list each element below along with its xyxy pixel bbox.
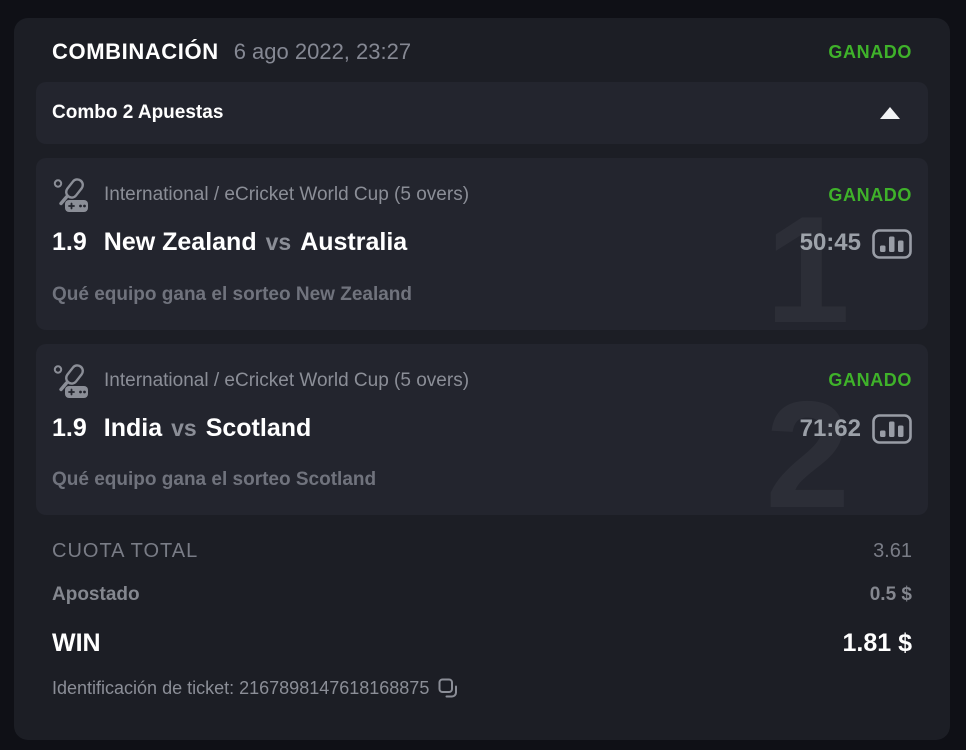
combo-label: Combo 2 Apuestas	[52, 102, 224, 123]
ticket-date: 6 ago 2022, 23:27	[233, 39, 412, 64]
esports-cricket-icon	[53, 178, 88, 212]
bet-header-row: International / eCricket World Cup (5 ov…	[52, 178, 912, 212]
stake-row: Apostado 0.5 $	[36, 573, 928, 617]
bet-market-description: Qué equipo gana el sorteo Scotland	[52, 469, 377, 490]
bet-selection-row: 1.9 New Zealand vs Australia 50:45	[52, 228, 912, 259]
total-odds-label: CUOTA TOTAL	[52, 539, 199, 562]
bet-away-team: Scotland	[205, 413, 312, 442]
combo-collapse-toggle[interactable]: Combo 2 Apuestas	[36, 82, 928, 144]
bet-vs-label: vs	[265, 229, 292, 255]
bet-ticket-card: COMBINACIÓN 6 ago 2022, 23:27 GANADO Com…	[14, 18, 950, 740]
collapse-arrow-up-icon[interactable]	[880, 107, 900, 119]
match-stats-button[interactable]	[872, 228, 912, 259]
bet-card: International / eCricket World Cup (5 ov…	[36, 158, 928, 330]
copy-ticket-id-button[interactable]	[438, 678, 458, 698]
bar-chart-icon	[872, 414, 912, 444]
bet-score: 50:45	[799, 229, 861, 256]
ticket-id-value: 2167898147618168875	[239, 677, 430, 698]
total-odds-value: 3.61	[873, 539, 912, 562]
stake-label: Apostado	[52, 584, 140, 605]
win-label: WIN	[52, 628, 101, 657]
stake-value: 0.5 $	[869, 584, 912, 605]
bet-index-watermark: 1	[765, 194, 850, 330]
bet-header-row: International / eCricket World Cup (5 ov…	[52, 363, 912, 398]
bet-status-badge: GANADO	[828, 370, 912, 390]
ticket-status-badge: GANADO	[828, 41, 912, 62]
bet-odds: 1.9	[52, 228, 87, 256]
bet-score: 71:62	[799, 414, 861, 442]
bet-score-group: 50:45	[799, 228, 912, 259]
bet-card: International / eCricket World Cup (5 ov…	[36, 343, 928, 515]
bet-market-description: Qué equipo gana el sorteo New Zealand	[52, 283, 413, 305]
ticket-header: COMBINACIÓN 6 ago 2022, 23:27 GANADO	[36, 22, 928, 82]
bet-home-team: India	[103, 413, 163, 442]
esports-cricket-icon	[53, 363, 88, 398]
bet-selection-row: 1.9 India vs Scotland 71:62	[52, 414, 912, 444]
bet-league: International / eCricket World Cup (5 ov…	[104, 184, 470, 205]
win-row: WIN 1.81 $	[36, 617, 928, 669]
ticket-id-row: Identificación de ticket: 21678981476181…	[36, 669, 928, 707]
bet-status-badge: GANADO	[828, 184, 912, 205]
match-stats-button[interactable]	[872, 414, 912, 444]
bet-vs-label: vs	[171, 414, 197, 441]
win-value: 1.81 $	[842, 628, 912, 657]
bar-chart-icon	[872, 228, 912, 259]
bet-away-team: Australia	[300, 228, 408, 256]
bet-index-watermark: 2	[765, 379, 850, 515]
bet-type-label: COMBINACIÓN	[52, 39, 219, 64]
bet-score-group: 71:62	[799, 414, 912, 444]
total-odds-row: CUOTA TOTAL 3.61	[36, 529, 928, 573]
bet-odds: 1.9	[52, 413, 87, 442]
bet-league: International / eCricket World Cup (5 ov…	[104, 369, 470, 391]
copy-icon	[438, 678, 458, 698]
bet-home-team: New Zealand	[103, 228, 257, 256]
ticket-id-label: Identificación de ticket:	[52, 677, 235, 698]
